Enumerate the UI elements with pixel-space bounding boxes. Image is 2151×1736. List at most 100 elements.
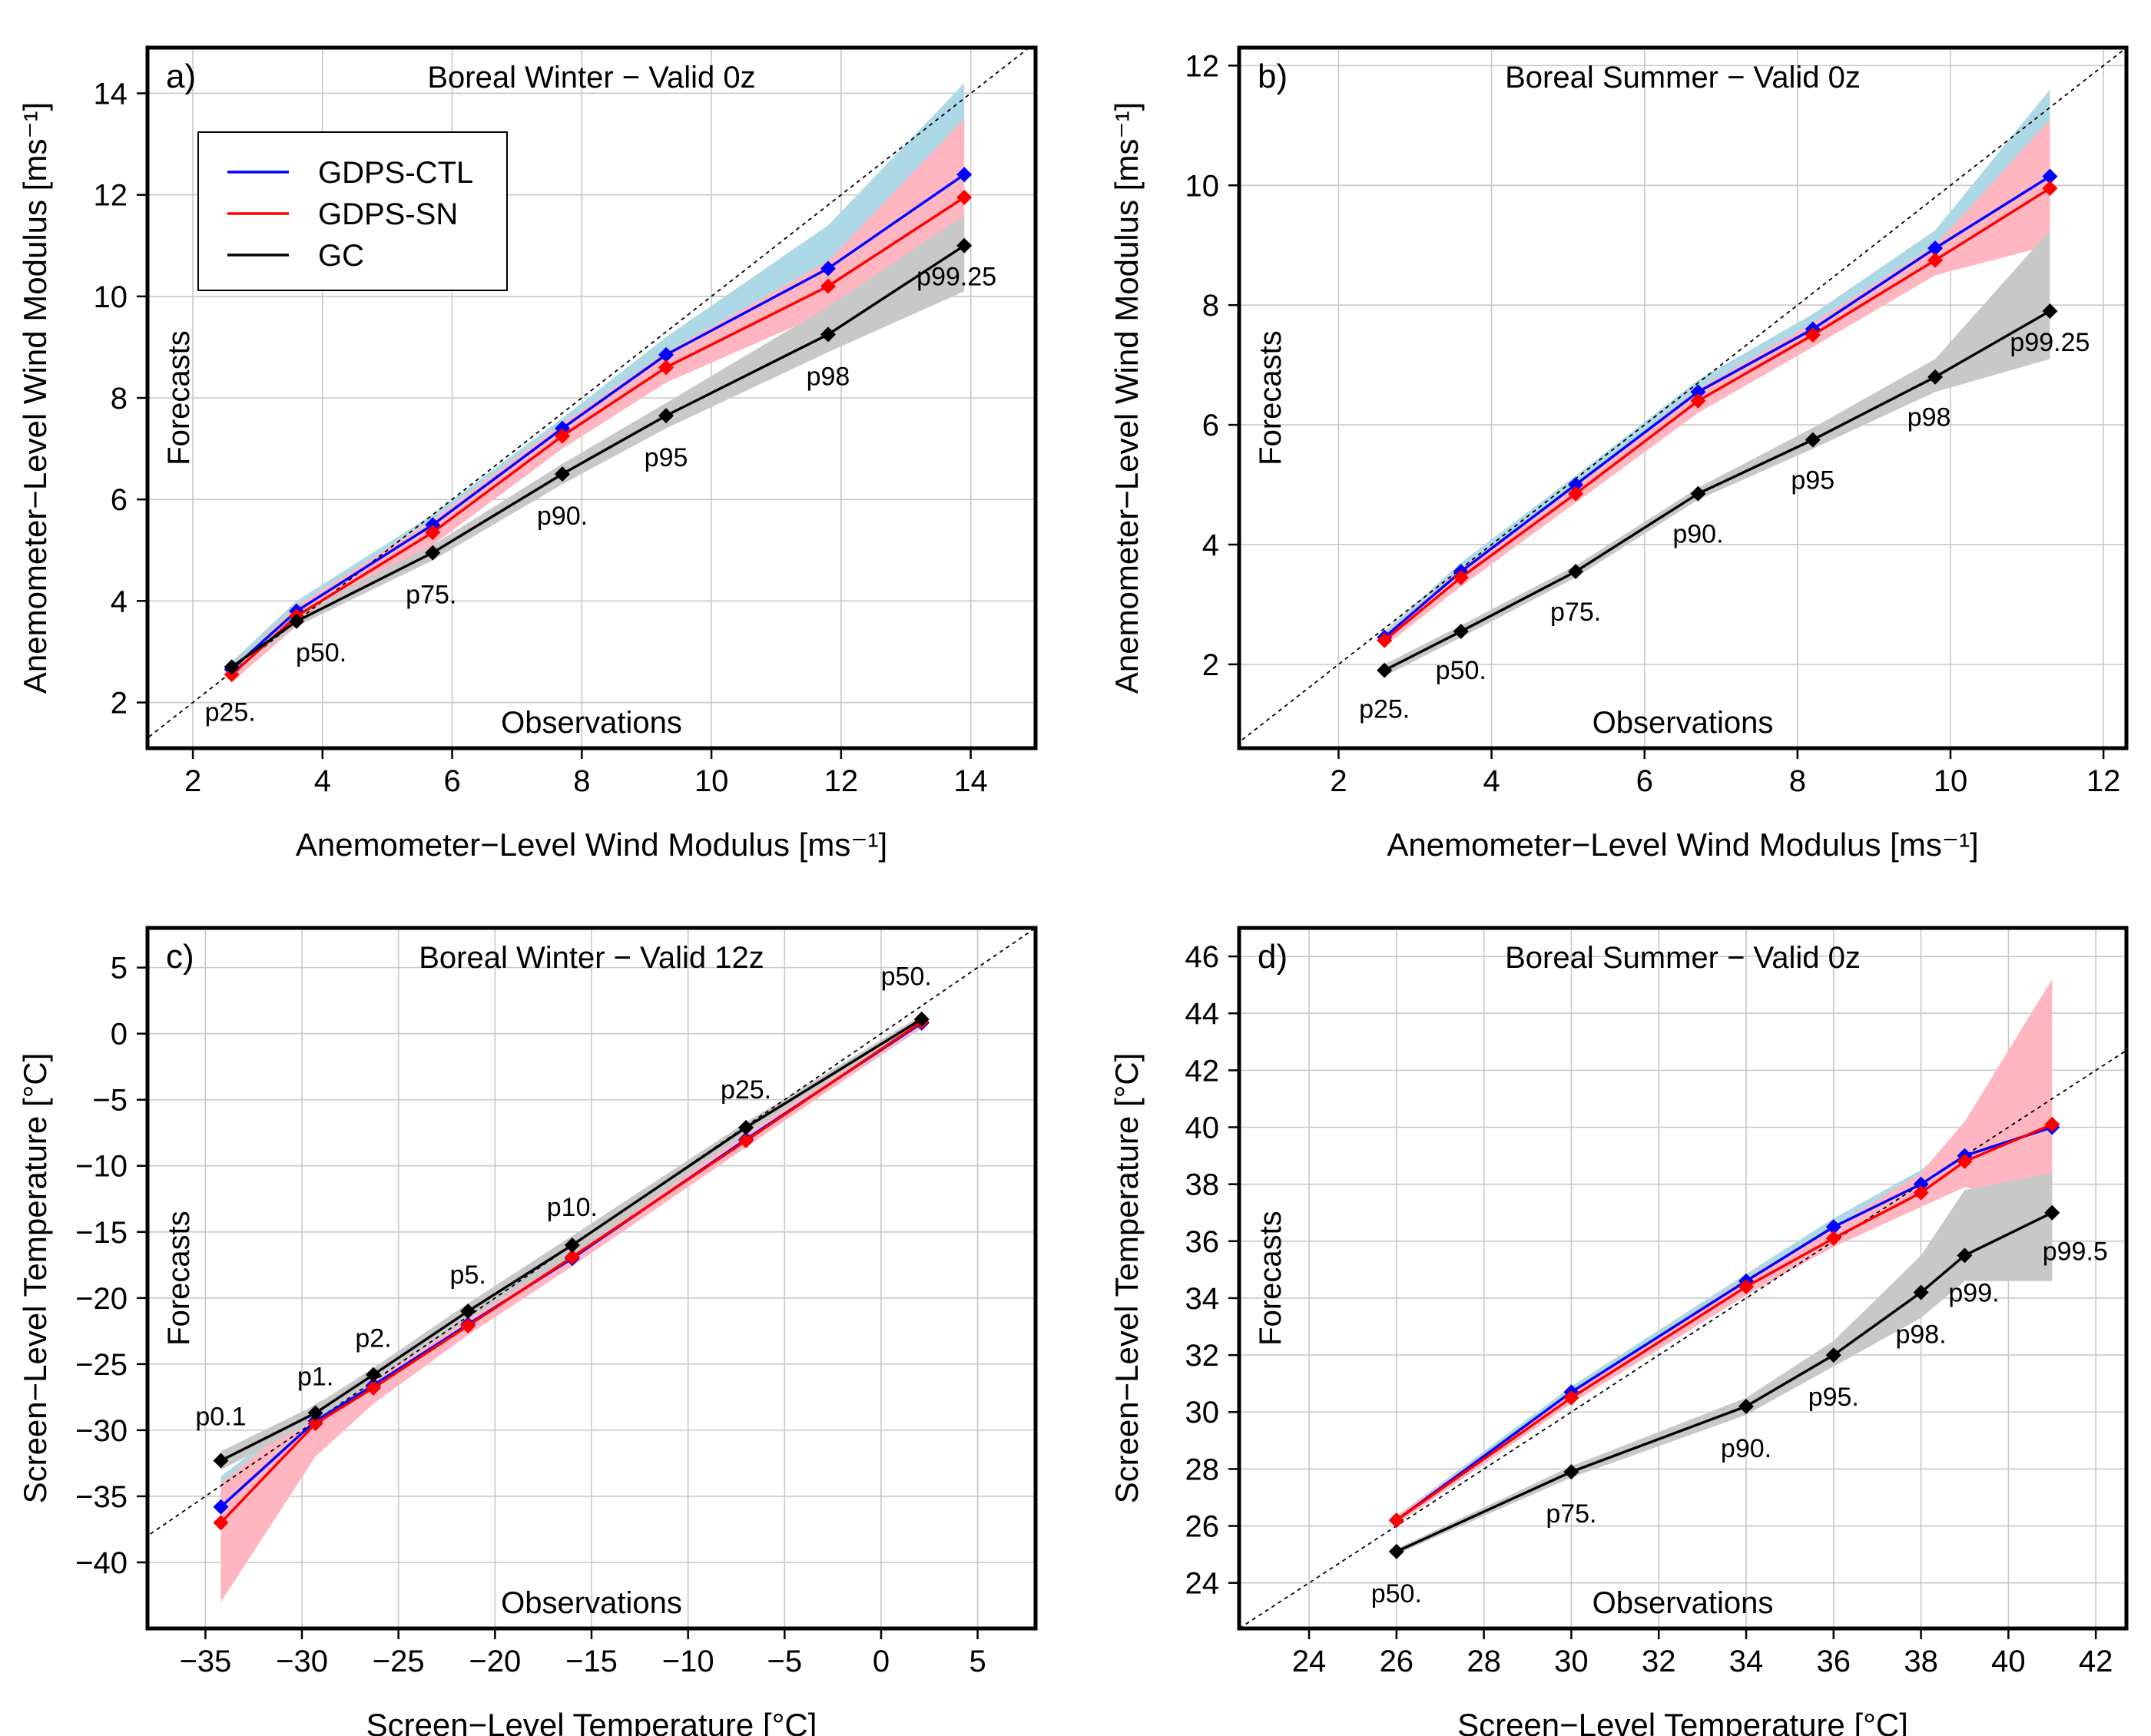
x-tick-label: −35 bbox=[179, 1645, 231, 1678]
point-gc bbox=[564, 1237, 580, 1253]
panel-b: p25. p50. p75. p90. p95 p98 p99.25 2 4 6 8 10 12 2 4 6 8… bbox=[1109, 45, 2129, 863]
point-gdps-sn bbox=[658, 359, 674, 376]
x-tick-label: 12 bbox=[2086, 764, 2121, 798]
y-tick-label: 26 bbox=[1185, 1510, 1220, 1544]
percentile-label: p50. bbox=[296, 638, 346, 668]
percentile-label: p90. bbox=[1721, 1434, 1772, 1463]
x-axis-label: Anemometer−Level Wind Modulus [ms⁻¹] bbox=[296, 827, 887, 863]
percentile-label: p90. bbox=[1672, 520, 1723, 549]
point-gc bbox=[913, 1011, 930, 1027]
x-tick-label: 24 bbox=[1292, 1645, 1327, 1678]
y-tick-label: 40 bbox=[1185, 1112, 1220, 1145]
point-gc bbox=[366, 1367, 382, 1383]
y-tick-label: 8 bbox=[1202, 289, 1219, 323]
point-gc bbox=[1738, 1398, 1754, 1414]
point-gdps-ctl bbox=[213, 1499, 229, 1515]
plot-area bbox=[1239, 48, 2126, 744]
point-gc bbox=[956, 237, 973, 253]
point-gc bbox=[1825, 1347, 1841, 1363]
point-gc bbox=[224, 659, 240, 675]
inner-x-label: Observations bbox=[1593, 706, 1774, 740]
percentile-label: p90. bbox=[537, 502, 588, 531]
y-tick-label: 36 bbox=[1185, 1225, 1220, 1259]
x-tick-label: −10 bbox=[662, 1645, 714, 1678]
y-tick-label: 10 bbox=[1185, 169, 1220, 203]
y-tick-label: 30 bbox=[1185, 1396, 1220, 1430]
x-tick-label: 28 bbox=[1467, 1645, 1501, 1678]
y-tick-label: 14 bbox=[94, 77, 128, 111]
x-tick-label: 8 bbox=[1789, 764, 1806, 798]
y-tick-label: −15 bbox=[75, 1216, 128, 1250]
band-gdps-ctl bbox=[231, 83, 965, 678]
x-tick-label: −30 bbox=[276, 1645, 328, 1678]
y-tick-label: 44 bbox=[1185, 997, 1220, 1031]
band-gdps-sn bbox=[1396, 979, 2053, 1525]
point-gdps-sn bbox=[366, 1380, 382, 1396]
point-gdps-sn bbox=[1453, 569, 1469, 585]
percentile-label: p95 bbox=[1791, 466, 1834, 495]
y-tick-label: 6 bbox=[1202, 409, 1219, 442]
x-tick-label: 10 bbox=[694, 764, 729, 798]
one-to-one-line bbox=[147, 48, 1031, 739]
panel-d: p50. p75. p90. p95. p98.p99. p99.5 24 26 28 30 32 3… bbox=[1109, 926, 2129, 1736]
percentile-label: p1. bbox=[297, 1363, 333, 1392]
y-tick-label: 6 bbox=[111, 483, 128, 517]
point-gdps-sn bbox=[1738, 1279, 1754, 1295]
x-axis-label: Screen−Level Temperature [°C] bbox=[1457, 1707, 1908, 1736]
point-gdps-ctl bbox=[1690, 384, 1706, 400]
legend-box bbox=[197, 131, 508, 291]
x-axis-label: Screen−Level Temperature [°C] bbox=[366, 1707, 817, 1736]
y-tick-label: 0 bbox=[111, 1018, 128, 1052]
y-tick-label: −20 bbox=[75, 1282, 128, 1316]
y-axis-label: Anemometer−Level Wind Modulus [ms⁻¹] bbox=[17, 102, 53, 694]
inner-y-label: Forecasts bbox=[162, 1211, 196, 1346]
band-gc bbox=[231, 215, 965, 672]
panel-letter: c) bbox=[166, 938, 194, 976]
panel-a: p25. p50. p75. p90. p95 p98 p99.25 2 4 6 8 10 12 14 2 4… bbox=[17, 45, 1038, 863]
point-gdps-ctl bbox=[658, 346, 674, 363]
one-to-one-line bbox=[1239, 48, 2126, 744]
panel-letter: a) bbox=[166, 58, 196, 95]
inner-x-label: Observations bbox=[501, 1586, 682, 1620]
plot-frame bbox=[1237, 926, 2129, 1631]
point-gdps-sn bbox=[1957, 1154, 1973, 1169]
percentile-label: p25. bbox=[1359, 695, 1410, 724]
panel-letter: d) bbox=[1258, 938, 1288, 976]
percentile-label: p10. bbox=[547, 1193, 598, 1222]
x-tick-label: 14 bbox=[953, 764, 988, 798]
y-tick-label: 12 bbox=[94, 179, 128, 213]
legend: GDPS-CTL GDPS-SN GC bbox=[197, 131, 508, 291]
point-gdps-sn bbox=[738, 1133, 754, 1149]
percentile-label: p0.1 bbox=[195, 1402, 246, 1431]
point-gdps-sn bbox=[1388, 1512, 1404, 1529]
point-gdps-sn bbox=[1825, 1231, 1841, 1247]
point-gc bbox=[820, 326, 836, 343]
point-gdps-ctl bbox=[1568, 477, 1584, 493]
point-gc bbox=[1568, 564, 1584, 580]
point-gdps-sn bbox=[1563, 1390, 1579, 1406]
inner-y-label: Forecasts bbox=[162, 330, 196, 465]
point-gc bbox=[1957, 1247, 1973, 1264]
chart-title: Boreal Summer − Valid 0z bbox=[1505, 941, 1861, 975]
point-gdps-sn bbox=[213, 1515, 229, 1531]
y-tick-label: 12 bbox=[1185, 49, 1220, 83]
x-tick-label: 6 bbox=[1636, 764, 1653, 798]
legend-label: GC bbox=[318, 239, 364, 273]
point-gc bbox=[307, 1405, 323, 1421]
point-gc bbox=[555, 466, 571, 482]
y-tick-label: 32 bbox=[1185, 1339, 1220, 1373]
point-gc bbox=[289, 613, 305, 629]
panel-c: p0.1 p1. p2. p5. p10. p25. p50. −35 −30 −25 −20 −15… bbox=[17, 926, 1038, 1736]
plot-area bbox=[1239, 979, 2126, 1628]
y-tick-label: 24 bbox=[1185, 1567, 1220, 1601]
point-gdps-sn bbox=[1927, 252, 1944, 268]
percentile-label: p99. bbox=[1948, 1278, 1999, 1307]
band-gc bbox=[1396, 1172, 2053, 1555]
x-tick-label: 0 bbox=[873, 1645, 890, 1678]
inner-y-label: Forecasts bbox=[1254, 330, 1288, 465]
point-gdps-sn bbox=[307, 1416, 323, 1432]
point-gc bbox=[738, 1119, 754, 1135]
point-gdps-sn bbox=[1568, 485, 1584, 502]
percentile-label: p2. bbox=[355, 1324, 391, 1353]
point-gdps-sn bbox=[2044, 1116, 2060, 1132]
